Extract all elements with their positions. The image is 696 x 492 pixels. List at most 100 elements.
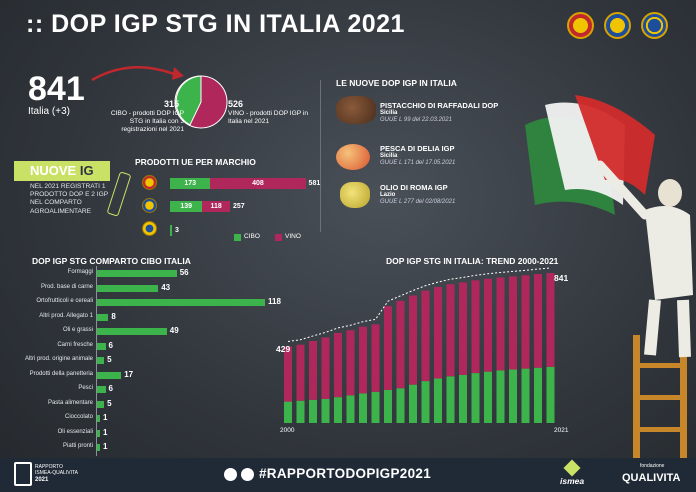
- item-3-name: OLIO DI ROMA IGP: [380, 183, 448, 192]
- cibo-category-label: Pesci: [78, 385, 93, 391]
- total-sub: Italia (+3): [28, 106, 70, 117]
- cibo-value-label: 6: [108, 340, 113, 350]
- cibo-value-label: 5: [107, 398, 112, 408]
- trend-bar-cibo: [434, 378, 442, 423]
- trend-bar-vino: [321, 337, 330, 399]
- cibo-bar: [97, 270, 177, 277]
- vino-text: VINO - prodotti DOP IGP in Italia nel 20…: [228, 110, 309, 126]
- marchio-total-label: 257: [232, 203, 245, 210]
- cibo-bar: [97, 444, 100, 451]
- trend-bar-vino: [421, 290, 430, 382]
- trend-start-label: 429: [276, 344, 291, 354]
- trend-bar-vino: [296, 344, 305, 401]
- facebook-icon[interactable]: [241, 468, 254, 481]
- trend-bar-vino: [309, 340, 317, 400]
- item-3-ref: GUUE L 277 del 02/08/2021: [380, 199, 456, 205]
- cibo-value-label: 49: [169, 326, 179, 335]
- cibo-category-label: Altri prod. origine animale: [24, 356, 93, 362]
- cibo-category-label: Prodotti della panetteria: [29, 370, 93, 377]
- trend-bar-vino: [509, 276, 517, 370]
- cibo-category-label: Ortofrutticoli e cereali: [36, 298, 93, 304]
- cibo-value-label: 1: [103, 442, 108, 451]
- trend-bar-cibo: [521, 368, 530, 423]
- marchio-title: PRODOTTI UE PER MARCHIO: [135, 157, 256, 167]
- cibo-category-label: Prod. base di carne: [40, 283, 93, 290]
- cibo-bar: [97, 299, 265, 306]
- trend-bar-cibo: [496, 370, 505, 423]
- trend-chart: [284, 267, 555, 423]
- trend-bar-vino: [521, 275, 530, 369]
- trend-total-line: [287, 267, 551, 342]
- trend-bar-vino: [346, 330, 355, 396]
- cibo-axis: [96, 266, 97, 456]
- trend-x-end: 2021: [554, 427, 569, 434]
- trend-bar-cibo: [384, 390, 392, 423]
- vino-value: 526: [228, 99, 244, 109]
- cibo-value: 315: [164, 99, 180, 109]
- trend-bar-vino: [396, 300, 405, 389]
- cibo-value-label: 1: [103, 427, 108, 437]
- cibo-bar: [97, 328, 167, 335]
- trend-bar-vino: [546, 273, 555, 367]
- trend-bar-cibo: [471, 373, 480, 423]
- trend-bar-cibo: [484, 371, 492, 423]
- stg-logo: [641, 12, 668, 39]
- trend-bar-cibo: [309, 399, 317, 423]
- trend-bar-vino: [534, 274, 542, 368]
- trend-bar-cibo: [284, 401, 292, 423]
- item-1-region: Sicilia: [380, 110, 398, 116]
- trend-bar-vino: [371, 324, 380, 392]
- item-1-name: PISTACCHIO DI RAFFADALI DOP: [380, 101, 499, 110]
- trend-bar-cibo: [396, 388, 405, 423]
- trend-bar-vino: [409, 295, 417, 385]
- dop-small-icon: [142, 175, 157, 190]
- twitter-icon[interactable]: [224, 468, 237, 481]
- marchio-total-label: 3: [175, 227, 179, 234]
- cibo-value-label: 43: [161, 282, 171, 292]
- footer-brand: RAPPORTO ISMEA-QUALIVITA 2021: [35, 464, 78, 483]
- hashtag[interactable]: #RAPPORTODOPIGP2021: [259, 466, 432, 481]
- marchio-bar-cibo: [170, 225, 172, 236]
- trend-bar-vino: [434, 287, 442, 379]
- divider: [320, 80, 321, 232]
- marchio-bar-cibo: 139: [170, 201, 203, 212]
- cibo-bar: [97, 371, 122, 379]
- trend-bar-vino: [484, 278, 492, 372]
- cibo-value-label: 8: [111, 311, 116, 321]
- arrow-icon: [91, 66, 184, 82]
- fondazione-label: fondazione: [640, 463, 665, 469]
- trend-bar-vino: [471, 280, 480, 374]
- trend-bar-vino: [359, 326, 367, 394]
- trend-bar-cibo: [509, 369, 517, 423]
- total-value: 841: [28, 70, 85, 108]
- cibo-text: CIBO - prodotti DOP IGP STG in Italia co…: [110, 110, 184, 134]
- cibo-value-label: 17: [124, 369, 134, 379]
- peach-image: [336, 144, 370, 170]
- nuove-list-title: LE NUOVE DOP IGP IN ITALIA: [336, 78, 457, 88]
- cibo-value-label: 5: [107, 355, 112, 364]
- footer: [0, 458, 696, 492]
- item-3-region: Lazio: [380, 192, 396, 198]
- cibo-bar: [97, 415, 100, 422]
- cibo-bar: [97, 400, 105, 408]
- trend-chart-title: DOP IGP STG IN ITALIA: TREND 2000-2021: [386, 256, 559, 266]
- trend-bar-vino: [384, 306, 392, 391]
- cibo-bar: [97, 313, 109, 321]
- igp-small-icon: [142, 198, 157, 213]
- olive-oil-image: [340, 182, 370, 208]
- cibo-category-label: Altri prod. Allegato 1: [39, 312, 93, 319]
- legend-vino-swatch: [275, 234, 282, 241]
- marchio-bar-vino: 408: [210, 178, 306, 189]
- cibo-category-label: Oli e grassi: [62, 327, 93, 333]
- qualivita-label: QUALIVITA: [622, 472, 681, 484]
- pistachio-image: [336, 96, 376, 124]
- cibo-bar: [97, 342, 106, 350]
- trend-bar-cibo: [421, 381, 430, 423]
- cibo-category-label: Pasta alimentare: [47, 399, 93, 406]
- trend-bar-cibo: [346, 395, 355, 423]
- cibo-bar: [97, 357, 105, 364]
- page-title: :: DOP IGP STG IN ITALIA 2021: [26, 10, 405, 38]
- legend-cibo-label: CIBO: [244, 233, 260, 240]
- trend-bar-cibo: [546, 366, 555, 423]
- trend-bar-cibo: [321, 398, 330, 423]
